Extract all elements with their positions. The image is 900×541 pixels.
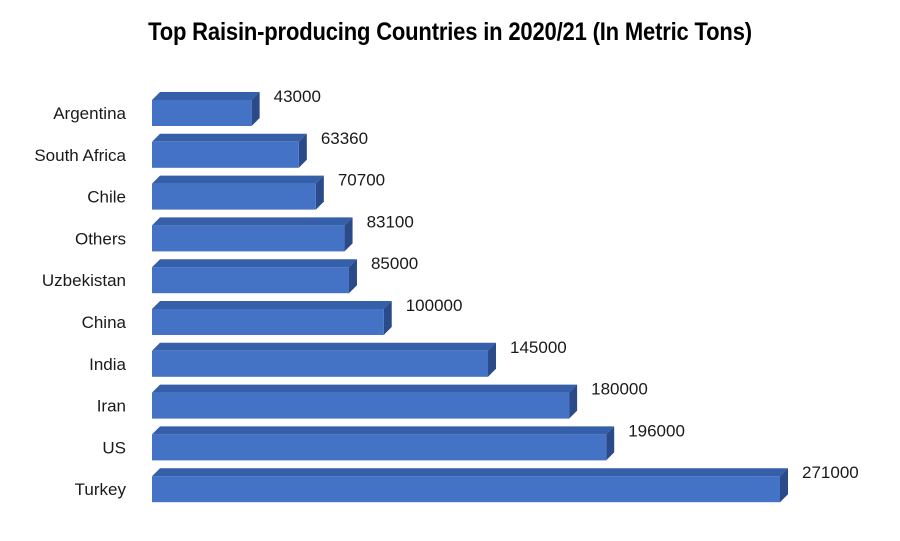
bar-group-1 <box>152 133 307 168</box>
bar-group-7 <box>152 384 578 419</box>
data-label: 100000 <box>406 296 463 315</box>
bar <box>152 141 299 168</box>
category-label: US <box>102 438 126 457</box>
data-label: 196000 <box>628 421 685 440</box>
bar-top-0 <box>152 92 260 100</box>
category-label: Iran <box>97 397 126 416</box>
data-label: 145000 <box>510 338 567 357</box>
bar-side-9 <box>780 468 788 503</box>
bar <box>152 350 489 377</box>
bar-side-7 <box>569 384 578 419</box>
bar-side-5 <box>383 301 392 335</box>
bar-top-5 <box>152 301 392 309</box>
bar-group-9 <box>152 468 788 503</box>
bar-side-1 <box>298 133 307 168</box>
category-label: Uzbekistan <box>42 271 126 290</box>
bar-top-7 <box>152 384 578 393</box>
bar-top-4 <box>152 259 357 268</box>
category-label: South Africa <box>34 146 126 165</box>
data-label: 83100 <box>367 212 414 231</box>
bar-group-8 <box>152 426 615 461</box>
category-label: Chile <box>87 188 126 207</box>
bar-side-2 <box>315 175 324 210</box>
bar-group-3 <box>152 217 353 252</box>
bar <box>152 267 349 294</box>
bar-top-1 <box>152 133 307 142</box>
bar-top-3 <box>152 217 353 226</box>
bar-side-3 <box>344 217 353 252</box>
bar <box>152 100 252 126</box>
category-label: India <box>89 355 126 374</box>
data-label: 271000 <box>802 463 859 482</box>
bar-side-8 <box>606 426 615 461</box>
data-label: 70700 <box>338 171 385 190</box>
category-label: Argentina <box>53 104 126 123</box>
bar <box>152 225 345 252</box>
bar-side-4 <box>348 259 357 294</box>
data-label: 63360 <box>321 129 368 148</box>
bar <box>152 183 316 210</box>
data-label: 43000 <box>274 87 321 106</box>
category-label: China <box>82 313 127 332</box>
bar-top-9 <box>152 468 788 477</box>
bar-group-6 <box>152 342 497 377</box>
bar <box>152 476 780 503</box>
bar <box>152 309 384 335</box>
bar-group-0 <box>152 92 260 126</box>
data-label: 180000 <box>591 380 648 399</box>
category-label: Turkey <box>75 480 127 499</box>
bar-group-5 <box>152 301 392 335</box>
bar <box>152 392 570 419</box>
category-label: Others <box>75 229 126 248</box>
bar-side-0 <box>251 92 260 126</box>
bar-side-6 <box>488 342 497 377</box>
bar-top-2 <box>152 175 324 184</box>
bar <box>152 434 607 461</box>
chart-title: Top Raisin-producing Countries in 2020/2… <box>148 18 752 46</box>
bar-group-4 <box>152 259 357 294</box>
bar-top-8 <box>152 426 615 435</box>
bar-group-2 <box>152 175 324 210</box>
data-label: 85000 <box>371 254 418 273</box>
bar-top-6 <box>152 342 497 351</box>
